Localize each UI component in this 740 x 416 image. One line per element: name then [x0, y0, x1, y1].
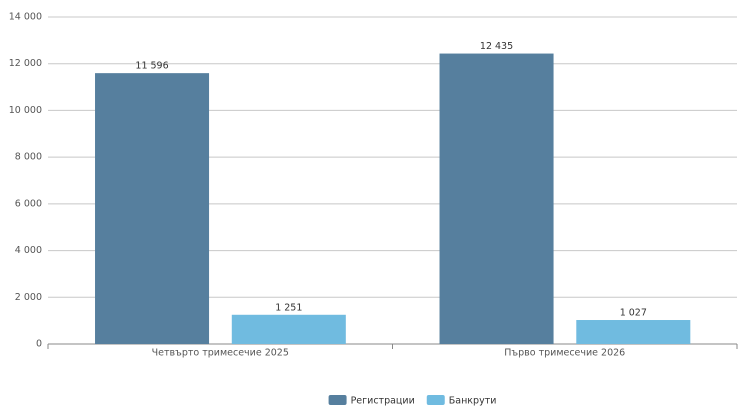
y-tick-label: 10 000: [9, 105, 42, 116]
y-tick-label: 4 000: [15, 245, 42, 256]
bar: [439, 53, 554, 345]
y-tick-label: 12 000: [9, 58, 42, 69]
x-tick-label: Първо тримесечие 2026: [504, 348, 625, 359]
y-tick-label: 2 000: [15, 292, 42, 303]
y-tick-label: 0: [36, 339, 42, 350]
bar: [95, 73, 210, 344]
legend-swatch: [328, 395, 347, 405]
value-label: 11 596: [135, 61, 168, 72]
y-tick-label: 8 000: [15, 152, 42, 163]
value-label: 12 435: [480, 41, 513, 52]
value-label: 1 027: [620, 308, 647, 319]
y-tick-label: 14 000: [9, 12, 42, 23]
bar: [576, 320, 691, 344]
y-tick-label: 6 000: [15, 198, 42, 209]
legend-label: Регистрации: [351, 396, 415, 407]
bar: [231, 314, 346, 344]
legend-label: Банкрути: [449, 396, 497, 407]
x-tick-label: Четвърто тримесечие 2025: [152, 348, 289, 359]
legend-swatch: [426, 395, 445, 405]
value-label: 1 251: [275, 302, 302, 313]
